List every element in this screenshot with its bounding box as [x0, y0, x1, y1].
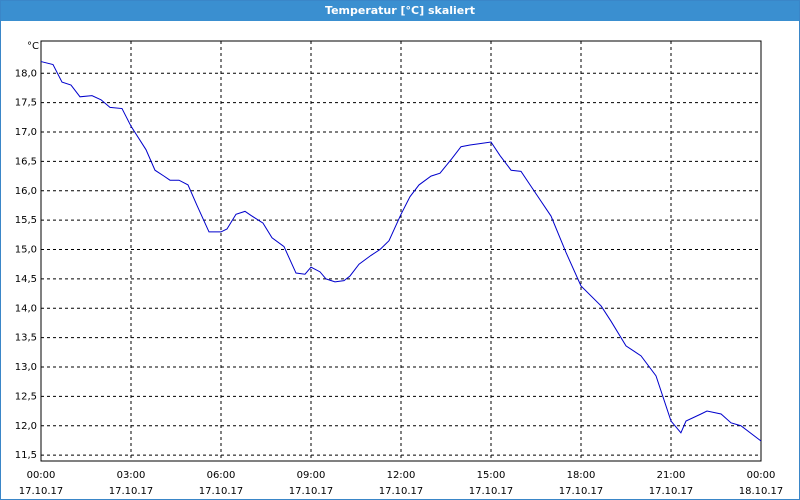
y-tick-label: 14,0 [15, 303, 37, 314]
y-tick-label: 16,5 [15, 156, 37, 167]
y-tick-label: 13,0 [15, 362, 37, 373]
x-tick-label: 06:00 [207, 470, 236, 481]
x-tick-label: 03:00 [117, 470, 146, 481]
x-tick-label: 21:00 [657, 470, 686, 481]
data-line [40, 61, 762, 442]
x-tick-date: 17.10.17 [109, 486, 154, 497]
x-tick-label: 18:00 [567, 470, 596, 481]
x-tick-date: 17.10.17 [469, 486, 514, 497]
y-tick-label: 18,0 [15, 68, 37, 79]
x-tick-label: 00:00 [27, 470, 56, 481]
chart: °C 11,5 12,0 12,5 13,0 13,5 14,0 14,5 15,0 15,5 1… [15, 40, 784, 497]
x-tick-date: 17.10.17 [289, 486, 334, 497]
x-tick-date: 17.10.17 [559, 486, 604, 497]
x-tick-label: 00:00 [747, 470, 776, 481]
x-tick-date: 17.10.17 [19, 486, 64, 497]
x-tick-label: 15:00 [477, 470, 506, 481]
y-tick-label: 11,5 [15, 450, 37, 461]
x-tick-date: 18.10.17 [739, 486, 784, 497]
y-tick-label: 14,5 [15, 274, 37, 285]
y-tick-label: 13,5 [15, 333, 37, 344]
x-tick-label: 09:00 [297, 470, 326, 481]
title-bar: Temperatur [°C] skaliert [1, 1, 799, 21]
x-tick-date: 17.10.17 [199, 486, 244, 497]
y-tick-label: 15,0 [15, 245, 37, 256]
x-tick-label: 12:00 [387, 470, 416, 481]
y-tick-label: 12,0 [15, 421, 37, 432]
y-unit: °C [27, 41, 39, 52]
y-tick-label: 12,5 [15, 391, 37, 402]
y-tick-label: 15,5 [15, 215, 37, 226]
y-tick-label: 17,5 [15, 98, 37, 109]
y-tick-label: 16,0 [15, 186, 37, 197]
x-tick-date: 17.10.17 [379, 486, 424, 497]
x-tick-date: 17.10.17 [649, 486, 694, 497]
y-tick-label: 17,0 [15, 127, 37, 138]
